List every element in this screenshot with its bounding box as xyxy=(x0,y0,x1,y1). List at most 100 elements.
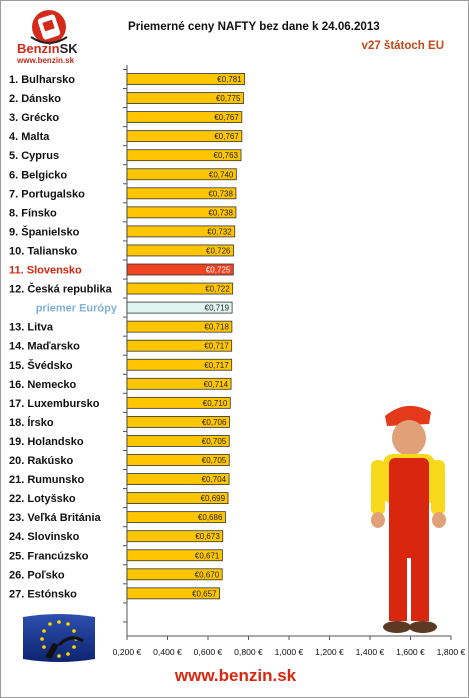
bar xyxy=(126,225,236,238)
bar xyxy=(126,244,234,257)
bar xyxy=(126,415,230,428)
category-label: 8. Fínsko xyxy=(9,207,57,219)
category-label: 1. Bulharsko xyxy=(9,74,75,86)
bar-value-label: €0,740 xyxy=(209,170,234,179)
benzin-logo xyxy=(30,10,68,44)
bar xyxy=(126,149,242,162)
category-label: 15. Švédsko xyxy=(9,359,73,372)
bar xyxy=(126,130,243,143)
category-label: 13. Litva xyxy=(9,322,54,334)
category-label: 4. Malta xyxy=(9,131,50,143)
category-label: 18. Írsko xyxy=(9,416,54,429)
category-label: 17. Luxembursko xyxy=(9,398,100,410)
bar xyxy=(126,339,233,352)
bar-value-label: €0,670 xyxy=(195,570,220,579)
bar xyxy=(126,492,229,505)
bar-value-label: €0,722 xyxy=(205,285,230,294)
footer-url[interactable]: www.benzin.sk xyxy=(174,666,297,685)
bar-value-label: €0,781 xyxy=(217,75,242,84)
logo-brand: BenzinSK xyxy=(17,41,78,56)
bar-value-label: €0,714 xyxy=(204,380,229,389)
category-label: 25. Francúzsko xyxy=(9,550,89,562)
bar-value-label: €0,705 xyxy=(202,437,227,446)
category-label: priemer Európy xyxy=(36,303,118,315)
bar-value-label: €0,699 xyxy=(201,494,226,503)
bar xyxy=(126,73,246,85)
bar xyxy=(126,187,237,200)
category-label: 26. Poľsko xyxy=(9,569,65,581)
category-label: 6. Belgicko xyxy=(9,169,67,181)
bar xyxy=(126,454,230,466)
bar xyxy=(126,587,220,600)
bar xyxy=(126,282,234,295)
x-tick-label: 1,800 € xyxy=(437,647,466,657)
bar-value-label: €0,706 xyxy=(202,418,227,427)
bar-value-label: €0,704 xyxy=(202,475,227,484)
bar xyxy=(126,396,231,409)
category-label: 3. Grécko xyxy=(9,112,59,124)
chart-subtitle: v27 štátoch EU xyxy=(361,40,444,52)
category-label: 24. Slovinsko xyxy=(9,531,80,543)
bar-value-label: €0,671 xyxy=(195,551,220,560)
bar xyxy=(126,568,223,581)
bar-value-label: €0,719 xyxy=(205,304,230,313)
bar-value-label: €0,732 xyxy=(207,227,232,236)
bar-value-label: €0,686 xyxy=(198,513,223,522)
x-tick-label: 0,600 € xyxy=(194,647,223,657)
category-label: 5. Cyprus xyxy=(9,150,59,162)
x-tick-label: 1,000 € xyxy=(275,647,304,657)
bar xyxy=(126,473,230,485)
x-tick-label: 1,200 € xyxy=(315,647,344,657)
category-label: 14. Maďarsko xyxy=(9,341,80,353)
bar-value-label: €0,657 xyxy=(192,589,217,598)
category-label: 22. Lotyšsko xyxy=(9,493,76,505)
bar-value-label: €0,710 xyxy=(203,399,228,408)
bar xyxy=(126,206,237,219)
bar xyxy=(126,511,226,524)
bar-value-label: €0,738 xyxy=(208,189,233,198)
bar xyxy=(126,377,232,390)
bar xyxy=(126,301,233,314)
bar xyxy=(126,320,233,333)
category-label: 21. Rumunsko xyxy=(9,474,84,486)
bar-value-label: €0,725 xyxy=(206,266,231,275)
logo-url: www.benzin.sk xyxy=(17,56,75,65)
bar-value-label: €0,705 xyxy=(202,456,227,465)
bar-value-label: €0,717 xyxy=(204,361,229,370)
bar xyxy=(126,168,237,181)
bar-value-label: €0,726 xyxy=(206,246,231,255)
x-tick-label: 0,200 € xyxy=(113,647,142,657)
category-label: 9. Španielsko xyxy=(9,225,80,238)
bar-value-label: €0,738 xyxy=(208,208,233,217)
bar xyxy=(126,92,244,104)
category-label: 16. Nemecko xyxy=(9,379,77,391)
bar-value-label: €0,775 xyxy=(216,94,241,103)
bar-value-label: €0,718 xyxy=(204,323,229,332)
category-label: 27. Estónsko xyxy=(9,588,77,600)
x-tick-label: 1,600 € xyxy=(396,647,425,657)
category-label: 10. Taliansko xyxy=(9,245,78,257)
category-label: 20. Rakúsko xyxy=(9,455,73,467)
bar-value-label: €0,767 xyxy=(214,113,239,122)
eu-flag-pump-icon xyxy=(23,614,95,662)
bar xyxy=(126,435,230,447)
category-label: 7. Portugalsko xyxy=(9,188,85,200)
x-tick-label: 0,400 € xyxy=(153,647,182,657)
x-tick-label: 1,400 € xyxy=(356,647,385,657)
chart-title: Priemerné ceny NAFTY bez dane k 24.06.20… xyxy=(128,20,380,33)
category-label: 23. Veľká Británia xyxy=(9,512,102,524)
bar xyxy=(126,263,234,276)
bar xyxy=(126,358,233,371)
category-label: 2. Dánsko xyxy=(9,93,61,105)
bar-value-label: €0,763 xyxy=(214,151,239,160)
bar xyxy=(126,530,224,543)
bar xyxy=(126,549,223,562)
x-tick-label: 0,800 € xyxy=(234,647,263,657)
category-label: 11. Slovensko xyxy=(9,265,82,277)
bar-value-label: €0,767 xyxy=(214,132,239,141)
category-label: 12. Česká republika xyxy=(9,283,113,296)
bar xyxy=(126,111,243,123)
bar-value-label: €0,673 xyxy=(195,532,220,541)
